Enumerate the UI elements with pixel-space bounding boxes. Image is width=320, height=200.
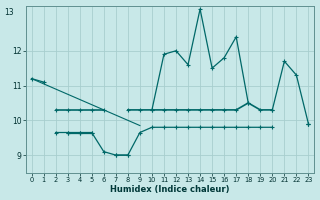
X-axis label: Humidex (Indice chaleur): Humidex (Indice chaleur) <box>110 185 230 194</box>
Text: 13: 13 <box>4 8 13 17</box>
